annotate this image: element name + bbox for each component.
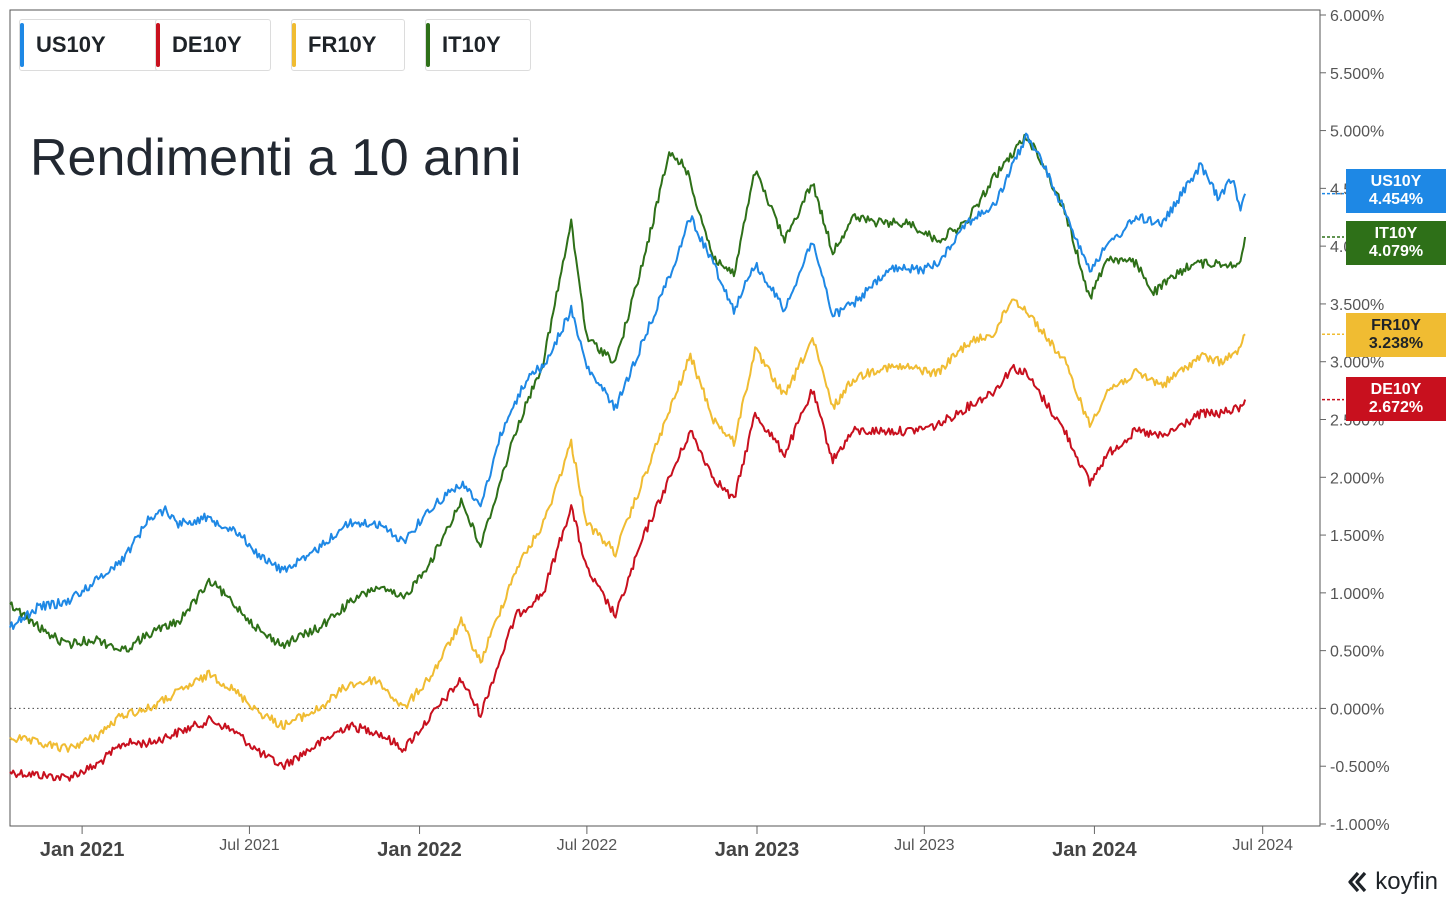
end-label-de10y: DE10Y 2.672% bbox=[1346, 377, 1446, 421]
y-tick-label: 1.000% bbox=[1330, 586, 1384, 603]
koyfin-logo-icon bbox=[1348, 871, 1367, 893]
series-line-de10y bbox=[9, 363, 1247, 782]
series-line-fr10y bbox=[9, 298, 1246, 753]
series-line-us10y bbox=[9, 132, 1247, 630]
y-tick-label: 6.000% bbox=[1330, 8, 1384, 25]
end-label-value: 2.672% bbox=[1368, 399, 1424, 416]
legend-swatch bbox=[20, 23, 24, 67]
y-tick-label: 5.500% bbox=[1330, 66, 1384, 83]
end-label-fr10y: FR10Y 3.238% bbox=[1346, 313, 1446, 357]
end-label-value: 4.079% bbox=[1368, 243, 1424, 260]
legend-label: IT10Y bbox=[442, 32, 501, 57]
end-label-value: 3.238% bbox=[1368, 335, 1424, 352]
x-tick-label: Jan 2022 bbox=[377, 839, 462, 861]
legend-label: US10Y bbox=[36, 32, 106, 57]
end-label-us10y: US10Y 4.454% bbox=[1346, 169, 1446, 213]
x-tick-label: Jan 2024 bbox=[1052, 839, 1137, 861]
series-line-it10y bbox=[9, 133, 1247, 653]
legend-item-fr10y[interactable]: FR10Y bbox=[291, 19, 405, 71]
legend-item-us10y[interactable]: US10Y bbox=[19, 19, 163, 71]
brand: koyfin bbox=[1347, 868, 1438, 896]
brand-name: koyfin bbox=[1375, 868, 1438, 895]
y-tick-label: -1.000% bbox=[1330, 817, 1390, 834]
legend-label: DE10Y bbox=[172, 32, 242, 57]
y-tick-label: 2.000% bbox=[1330, 470, 1384, 487]
legend-label: FR10Y bbox=[308, 32, 377, 57]
plot-frame bbox=[9, 9, 1321, 827]
legend-item-de10y[interactable]: DE10Y bbox=[155, 19, 271, 71]
y-tick-label: 0.500% bbox=[1330, 644, 1384, 661]
chart-title: Rendimenti a 10 anni bbox=[30, 129, 522, 187]
y-tick-label: 5.000% bbox=[1330, 124, 1384, 141]
end-label-value: 4.454% bbox=[1368, 191, 1424, 208]
legend-swatch bbox=[156, 23, 160, 67]
end-label-series: DE10Y bbox=[1370, 381, 1422, 398]
y-tick-label: 0.000% bbox=[1330, 701, 1384, 718]
x-tick-label: Jul 2022 bbox=[557, 837, 618, 854]
end-label-series: FR10Y bbox=[1371, 317, 1421, 334]
end-label-series: IT10Y bbox=[1374, 225, 1418, 242]
y-tick-label: -0.500% bbox=[1330, 759, 1390, 776]
x-tick-label: Jul 2024 bbox=[1232, 837, 1293, 854]
y-tick-label: 3.000% bbox=[1330, 355, 1384, 372]
legend-item-it10y[interactable]: IT10Y bbox=[425, 19, 531, 71]
end-label-it10y: IT10Y 4.079% bbox=[1346, 221, 1446, 265]
x-tick-label: Jul 2021 bbox=[219, 837, 280, 854]
y-tick-label: 3.500% bbox=[1330, 297, 1384, 314]
x-tick-label: Jan 2021 bbox=[40, 839, 125, 861]
legend-swatch bbox=[292, 23, 296, 67]
y-tick-label: 1.500% bbox=[1330, 528, 1384, 545]
end-label-series: US10Y bbox=[1370, 173, 1422, 190]
x-tick-label: Jan 2023 bbox=[715, 839, 800, 861]
legend-swatch bbox=[426, 23, 430, 67]
x-tick-label: Jul 2023 bbox=[894, 837, 955, 854]
